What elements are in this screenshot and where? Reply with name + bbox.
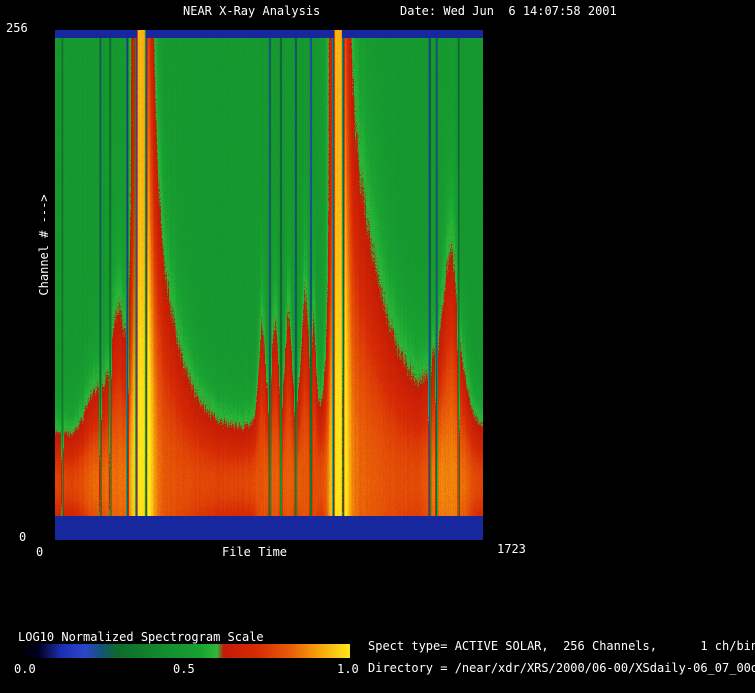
colorbar-tick-left: 0.0 (14, 662, 36, 676)
x-axis-label: File Time (222, 545, 288, 559)
spect-type-info: Spect type= ACTIVE SOLAR, 256 Channels, … (368, 639, 755, 653)
directory-info: Directory = /near/xdr/XRS/2000/06-00/XSd… (368, 661, 755, 675)
page-title: NEAR X-Ray Analysis (183, 4, 321, 18)
y-axis-min-tick: 0 (19, 530, 27, 544)
y-axis-label: Channel # ---> (37, 194, 51, 296)
colorbar-tick-right: 1.0 (337, 662, 359, 676)
x-axis-min-tick: 0 (36, 545, 44, 559)
colorbar-tick-mid: 0.5 (173, 662, 195, 676)
x-axis-max-tick: 1723 (497, 542, 526, 556)
date-label: Date: Wed Jun 6 14:07:58 2001 (400, 4, 617, 18)
spectrogram-canvas (55, 30, 483, 540)
colorbar-canvas (18, 644, 350, 658)
colorbar-title: LOG10 Normalized Spectrogram Scale (18, 630, 264, 644)
y-axis-max-tick: 256 (6, 21, 28, 35)
